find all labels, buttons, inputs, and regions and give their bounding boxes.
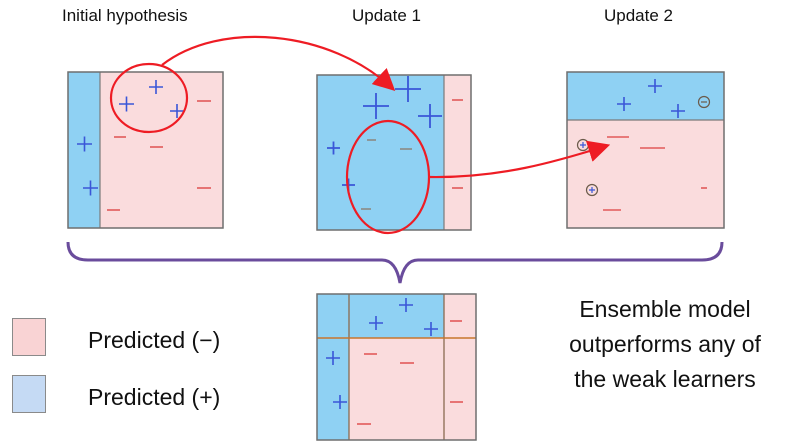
- ensemble-caption-line: the weak learners: [574, 366, 756, 392]
- panel-2-minus-marks: [452, 99, 463, 189]
- plus-mark: [327, 141, 340, 155]
- initial-hypothesis-title: Initial hypothesis: [62, 6, 188, 25]
- circled-minus-mark: [697, 95, 711, 109]
- panel-3-pink-region: [567, 120, 724, 228]
- panel-1-border: [67, 71, 224, 229]
- initial-hypothesis-panel: [67, 62, 224, 229]
- panel-3-blue-region: [567, 72, 724, 120]
- plus-mark: [363, 93, 389, 119]
- plus-mark: [617, 97, 631, 111]
- misclassified-highlight-ellipse: [109, 62, 189, 134]
- plus-mark: [333, 395, 347, 409]
- legend-swatch-predicted-positive: [12, 375, 46, 413]
- panel-3-circled-marks: [576, 95, 711, 197]
- misclassified-highlight-ellipse: [345, 119, 431, 235]
- circled-plus-mark: [580, 142, 586, 148]
- reweight-arrow-1: [161, 35, 396, 92]
- plus-mark: [424, 322, 438, 336]
- update-1-title: Update 1: [352, 6, 421, 25]
- ensemble-caption-line: outperforms any of: [569, 331, 761, 357]
- legend-swatch-predicted-negative: [12, 318, 46, 356]
- panel-1-plus-marks: [77, 80, 184, 196]
- panel-3-plus-marks: [617, 79, 685, 118]
- plus-mark: [83, 180, 98, 196]
- legend-label-predicted-positive: Predicted (+): [88, 384, 221, 410]
- legend-label-predicted-negative: Predicted (−): [88, 327, 221, 353]
- plus-mark: [671, 104, 685, 118]
- plus-mark: [326, 351, 340, 365]
- panel-2-faint-minus-marks: [361, 139, 412, 210]
- reweight-arrow-2: [429, 140, 611, 179]
- ensemble-blue-top-region: [317, 294, 444, 338]
- ensemble-plus-marks: [326, 298, 438, 409]
- plus-mark: [418, 104, 442, 128]
- ensemble-caption-line: Ensemble model: [579, 296, 751, 322]
- plus-mark: [395, 76, 421, 102]
- circled-plus-mark: [585, 183, 599, 197]
- plus-mark: [648, 79, 662, 93]
- update-1-panel: [316, 74, 472, 235]
- plus-mark: [399, 298, 413, 312]
- update-2-title: Update 2: [604, 6, 673, 25]
- plus-mark: [149, 80, 163, 94]
- ensemble-panel: [316, 293, 477, 441]
- plus-mark: [119, 96, 134, 112]
- panel-3-border: [566, 71, 725, 229]
- circled-plus-mark: [589, 187, 595, 193]
- ensemble-minus-marks: [357, 320, 463, 425]
- ensemble-border: [316, 293, 477, 441]
- combining-brace: [66, 241, 724, 284]
- ensemble-caption: Ensemble model outperforms any of the we…: [540, 292, 790, 397]
- update-2-panel: [566, 71, 725, 229]
- panel-3-minus-marks: [603, 136, 707, 211]
- plus-mark: [170, 104, 184, 118]
- panel-1-minus-marks: [107, 100, 211, 211]
- plus-mark: [77, 136, 92, 152]
- panel-2-plus-marks: [327, 76, 442, 192]
- plus-mark: [369, 316, 383, 330]
- panel-2-pink-region: [444, 75, 471, 230]
